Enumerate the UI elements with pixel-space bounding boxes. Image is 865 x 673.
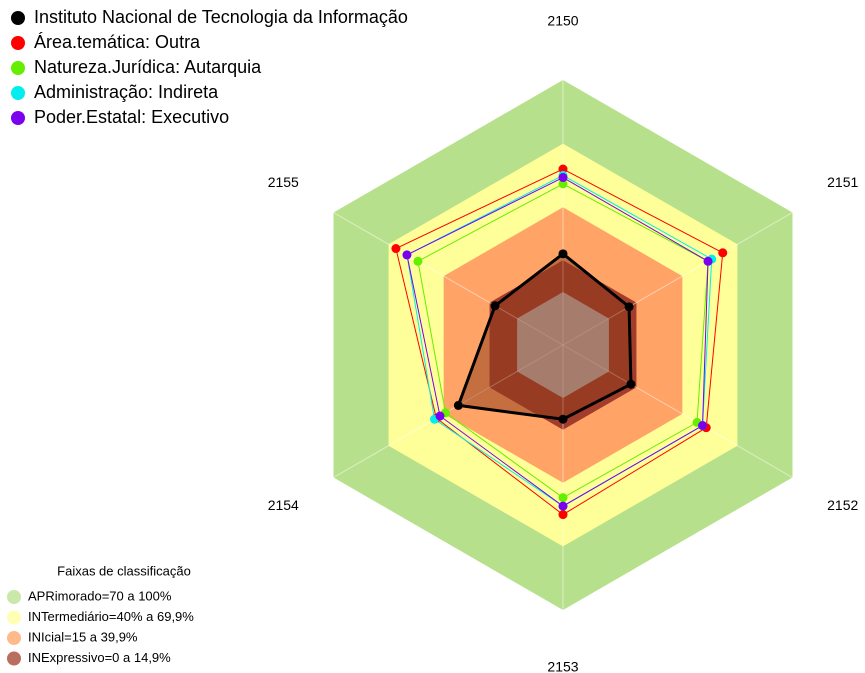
legend-label: Poder.Estatal: Executivo [34, 107, 229, 127]
point [624, 302, 634, 312]
point [703, 256, 713, 266]
legend-label: Natureza.Jurídica: Autarquia [34, 57, 262, 77]
legend-marker [11, 86, 25, 100]
axis-label: 2150 [547, 13, 578, 29]
band-legend-label: INTermediário=40% a 69,9% [28, 609, 194, 624]
legend-label: Instituto Nacional de Tecnologia da Info… [34, 7, 408, 27]
band-legend-label: APRimorado=70 a 100% [28, 588, 172, 603]
point [490, 301, 500, 311]
bands-title: Faixas de classificação [57, 563, 191, 578]
legend-marker [11, 111, 25, 125]
legend-marker [11, 61, 25, 75]
axis-label: 2154 [268, 497, 299, 513]
point [558, 164, 568, 174]
axis-label: 2155 [268, 174, 299, 190]
axis-label: 2153 [547, 659, 578, 673]
legend-marker [11, 36, 25, 50]
point [402, 250, 412, 260]
point [558, 173, 568, 183]
point [558, 179, 568, 189]
band-legend-marker [7, 590, 21, 604]
band-legend-marker [7, 651, 21, 666]
legend-label: Administração: Indireta [34, 82, 219, 102]
legend-marker [11, 11, 25, 25]
point [435, 411, 445, 421]
point [558, 493, 568, 503]
point [718, 248, 728, 258]
point [558, 414, 568, 424]
point [558, 510, 568, 520]
band-legend-label: INExpressivo=0 a 14,9% [28, 650, 171, 665]
legend-label: Área.temática: Outra [34, 32, 201, 52]
point [626, 379, 636, 389]
axis-label: 2151 [827, 174, 858, 190]
point [698, 421, 708, 431]
point [558, 249, 568, 259]
band-legend-label: INIcial=15 a 39,9% [28, 629, 138, 644]
point [558, 501, 568, 511]
point [391, 244, 401, 254]
band-legend-marker [7, 631, 21, 645]
point [413, 256, 423, 266]
band-legend-marker [7, 610, 21, 625]
point [453, 400, 463, 410]
axis-label: 2152 [827, 497, 858, 513]
